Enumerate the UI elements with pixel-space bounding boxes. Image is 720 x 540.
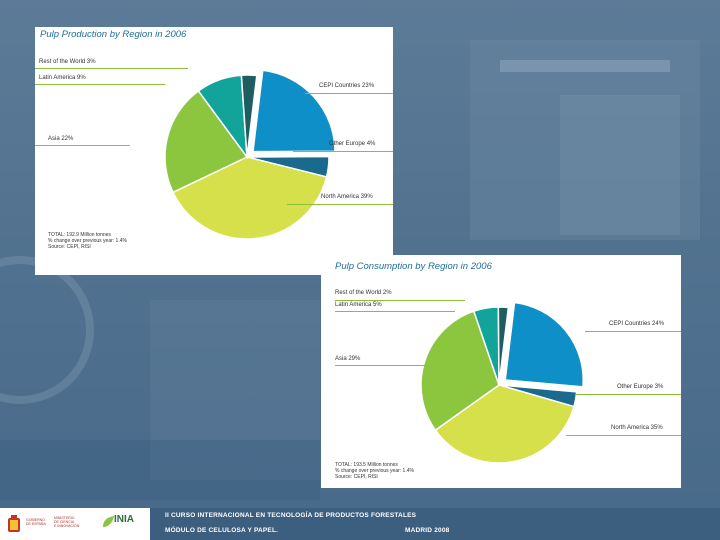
label-latin-america: Latin America 9% xyxy=(39,75,86,81)
note-source: Source: CEPI, RISI xyxy=(48,244,91,250)
pie-slice-rest-of-the-world xyxy=(497,306,510,386)
pie-slice-cepi-countries xyxy=(252,69,336,153)
label-rest-of-world: Rest of the World 3% xyxy=(39,59,96,65)
footer-module: MÓDULO DE CELULOSA Y PAPEL. xyxy=(165,527,279,534)
note-total: TOTAL: 193.5 Million tonnes xyxy=(335,462,398,468)
note-total: TOTAL: 192.9 Million tonnes xyxy=(48,232,111,238)
pie-slice-asia xyxy=(164,89,249,194)
label-leader-line xyxy=(335,365,427,366)
label-leader-line xyxy=(35,68,188,69)
government-text: GOBIERNO DE ESPAÑA xyxy=(26,518,46,526)
pie-slice-cepi-countries xyxy=(504,301,584,388)
spain-coat-of-arms-icon xyxy=(8,515,20,532)
ministry-text-line: MINISTERIO xyxy=(54,516,75,520)
ministry-text: MINISTERIO DE CIENCIA E INNOVACIÓN xyxy=(54,516,79,528)
label-leader-line xyxy=(566,435,681,436)
label-other-europe: Other Europe 4% xyxy=(329,141,376,147)
chart-title: Pulp Consumption by Region in 2006 xyxy=(335,261,492,272)
label-north-america: North America 39% xyxy=(321,194,373,200)
label-leader-line xyxy=(335,311,455,312)
inia-leaf-icon xyxy=(103,516,114,527)
chart-title: Pulp Production by Region in 2006 xyxy=(40,29,187,40)
pie-slice-rest-of-the-world xyxy=(240,74,258,158)
note-source: Source: CEPI, RISI xyxy=(335,474,378,480)
label-leader-line xyxy=(35,145,130,146)
gov-text-line: GOBIERNO xyxy=(26,518,45,522)
chart-notes: TOTAL: 192.9 Million tonnes % change ove… xyxy=(48,232,127,250)
pie-slice-north-america xyxy=(172,156,328,240)
pie-slice-north-america xyxy=(434,384,575,464)
label-leader-line xyxy=(305,93,393,94)
chart-notes: TOTAL: 193.5 Million tonnes % change ove… xyxy=(335,462,414,480)
inia-logo: INIA xyxy=(100,512,146,536)
production-chart-panel: Pulp Production by Region in 2006 Rest o… xyxy=(35,27,393,275)
pie-slice-asia xyxy=(420,310,500,432)
note-change: % change over previous year: 1.4% xyxy=(335,468,414,474)
inia-logo-text: INIA xyxy=(114,514,134,525)
label-leader-line xyxy=(335,300,465,301)
label-cepi-countries: CEPI Countries 23% xyxy=(319,83,375,89)
label-leader-line xyxy=(287,204,393,205)
production-pie-chart xyxy=(164,69,336,240)
note-change: % change over previous year: 1.4% xyxy=(48,238,127,244)
consumption-pie-chart xyxy=(420,301,584,464)
label-leader-line xyxy=(293,151,393,152)
ministry-text-line: DE CIENCIA xyxy=(54,520,75,524)
label-latin-america: Latin America 5% xyxy=(335,302,382,308)
ministry-text-line: E INNOVACIÓN xyxy=(54,524,80,528)
label-asia: Asia 29% xyxy=(335,356,361,362)
label-leader-line xyxy=(585,331,681,332)
consumption-chart-panel: Pulp Consumption by Region in 2006 Rest … xyxy=(321,255,681,488)
label-cepi-countries: CEPI Countries 24% xyxy=(609,321,665,327)
label-rest-of-world: Rest of the World 2% xyxy=(335,290,392,296)
footer-title-band: II CURSO INTERNACIONAL EN TECNOLOGÍA DE … xyxy=(150,508,720,540)
label-leader-line xyxy=(576,394,681,395)
footer-location-date: MADRID 2008 xyxy=(405,527,450,534)
label-asia: Asia 22% xyxy=(48,136,74,142)
footer-bar: GOBIERNO DE ESPAÑA MINISTERIO DE CIENCIA… xyxy=(0,508,720,540)
footer-course-title: II CURSO INTERNACIONAL EN TECNOLOGÍA DE … xyxy=(165,512,417,519)
label-leader-line xyxy=(35,84,165,85)
label-other-europe: Other Europe 3% xyxy=(617,384,664,390)
label-north-america: North America 35% xyxy=(611,425,663,431)
gov-text-line: DE ESPAÑA xyxy=(26,522,46,526)
